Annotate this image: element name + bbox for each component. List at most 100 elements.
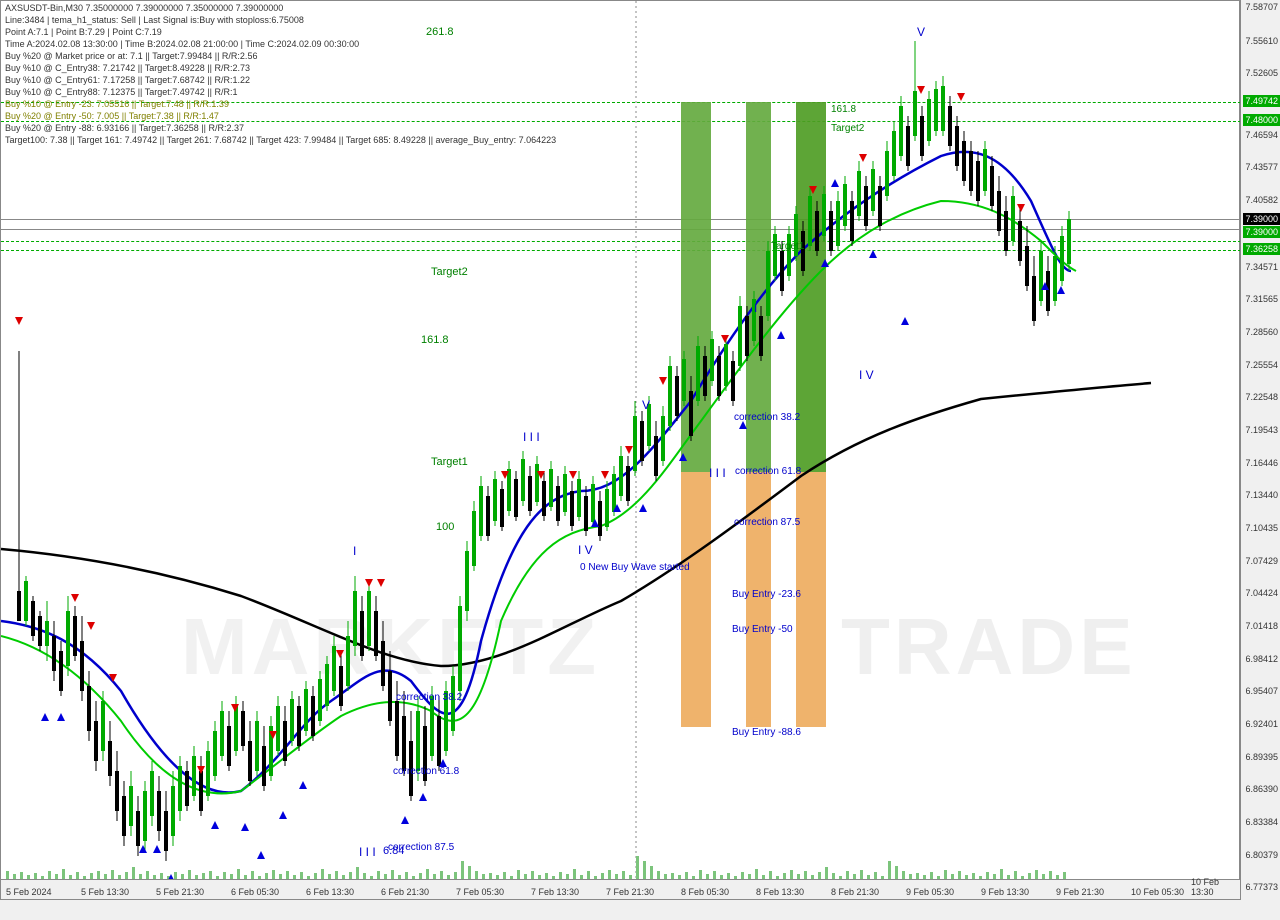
up-arrow-icon (679, 453, 687, 461)
fib-label: 161.8 (421, 334, 449, 346)
y-tick: 6.77373 (1245, 882, 1278, 892)
up-arrow-icon (901, 317, 909, 325)
wave-label: I I I (709, 466, 726, 480)
up-arrow-icon (57, 713, 65, 721)
y-tick: 7.55610 (1245, 36, 1278, 46)
up-arrow-icon (211, 821, 219, 829)
down-arrow-icon (501, 471, 509, 479)
y-tick: 7.16446 (1245, 458, 1278, 468)
info-line: Time A:2024.02.08 13:30:00 | Time B:2024… (5, 39, 359, 49)
down-arrow-icon (569, 471, 577, 479)
wave-label: I V (859, 368, 874, 382)
down-arrow-icon (601, 471, 609, 479)
x-tick: 7 Feb 13:30 (531, 887, 579, 897)
wave-label: I I I (523, 430, 540, 444)
up-arrow-icon (419, 793, 427, 801)
x-tick: 6 Feb 21:30 (381, 887, 429, 897)
up-arrow-icon (153, 845, 161, 853)
y-tick: 7.25554 (1245, 360, 1278, 370)
up-arrow-icon (639, 504, 647, 512)
chart-title: AXSUSDT-Bin,M30 7.35000000 7.39000000 7.… (5, 3, 283, 13)
info-line: Target100: 7.38 || Target 161: 7.49742 |… (5, 135, 556, 145)
volume-bars (6, 856, 1066, 881)
info-line: Buy %10 @ C_Entry38: 7.21742 || Target:8… (5, 63, 250, 73)
y-tick: 7.19543 (1245, 425, 1278, 435)
up-arrow-icon (777, 331, 785, 339)
entry-label: Buy Entry -23.6 (732, 589, 801, 600)
y-tick: 7.10435 (1245, 523, 1278, 533)
info-line: Buy %20 @ Entry -88: 6.93166 || Target:7… (5, 123, 244, 133)
correction-label: correction 87.5 (734, 517, 800, 528)
wave-label: I (754, 301, 757, 315)
x-tick: 10 Feb 13:30 (1191, 877, 1241, 897)
y-tick: 7.13440 (1245, 490, 1278, 500)
fib-label: Target1 (431, 456, 468, 468)
up-arrow-icon (739, 421, 747, 429)
down-arrow-icon (197, 766, 205, 774)
y-tick: 6.92401 (1245, 719, 1278, 729)
up-arrow-icon (257, 851, 265, 859)
correction-label: correction 38.2 (396, 692, 462, 703)
wave-label: I (353, 544, 356, 558)
down-arrow-icon (659, 377, 667, 385)
up-arrow-icon (241, 823, 249, 831)
x-tick: 5 Feb 13:30 (81, 887, 129, 897)
up-arrow-icon (139, 845, 147, 853)
wave-label: V (917, 25, 925, 39)
up-arrow-icon (1057, 286, 1065, 294)
x-tick: 6 Feb 05:30 (231, 887, 279, 897)
info-line: Line:3484 | tema_h1_status: Sell | Last … (5, 15, 304, 25)
ma-slow-line (1, 383, 1151, 666)
correction-label: correction 61.8 (393, 766, 459, 777)
y-axis: 7.58707 7.55610 7.52605 7.49742 7.48000 … (1240, 0, 1280, 900)
x-tick: 8 Feb 21:30 (831, 887, 879, 897)
chart-area[interactable]: MARKETZ TRADE (0, 0, 1240, 900)
price-label: 7.39000 (1243, 226, 1280, 238)
y-tick: 6.86390 (1245, 784, 1278, 794)
y-tick: 6.98412 (1245, 654, 1278, 664)
y-tick: 7.58707 (1245, 2, 1278, 12)
y-tick: 7.52605 (1245, 68, 1278, 78)
x-tick: 10 Feb 05:30 (1131, 887, 1184, 897)
info-line: Buy %10 @ C_Entry88: 7.12375 || Target:7… (5, 87, 237, 97)
x-tick: 8 Feb 13:30 (756, 887, 804, 897)
down-arrow-icon (71, 594, 79, 602)
y-tick: 7.43577 (1245, 162, 1278, 172)
y-tick: 7.40582 (1245, 195, 1278, 205)
down-arrow-icon (231, 704, 239, 712)
down-arrow-icon (365, 579, 373, 587)
down-arrow-icon (15, 317, 23, 325)
y-tick: 6.95407 (1245, 686, 1278, 696)
y-tick: 7.46594 (1245, 130, 1278, 140)
up-arrow-icon (869, 250, 877, 258)
down-arrow-icon (87, 622, 95, 630)
x-axis: 5 Feb 2024 5 Feb 13:30 5 Feb 21:30 6 Feb… (1, 879, 1241, 899)
fib-label: 100 (436, 521, 454, 533)
wave-label: I I I (359, 845, 376, 859)
x-tick: 5 Feb 21:30 (156, 887, 204, 897)
y-tick: 6.89395 (1245, 752, 1278, 762)
x-tick: 6 Feb 13:30 (306, 887, 354, 897)
y-tick: 7.22548 (1245, 392, 1278, 402)
up-arrow-icon (613, 504, 621, 512)
up-arrow-icon (439, 759, 447, 767)
up-arrow-icon (831, 179, 839, 187)
down-arrow-icon (377, 579, 385, 587)
x-tick: 9 Feb 21:30 (1056, 887, 1104, 897)
y-tick: 6.83384 (1245, 817, 1278, 827)
y-tick: 7.34571 (1245, 262, 1278, 272)
y-tick: 6.80379 (1245, 850, 1278, 860)
fib-label: 261.8 (426, 26, 454, 38)
up-arrow-icon (299, 781, 307, 789)
up-arrow-icon (279, 811, 287, 819)
y-tick: 7.07429 (1245, 556, 1278, 566)
x-tick: 8 Feb 05:30 (681, 887, 729, 897)
zone-label: 161.8 (831, 104, 856, 115)
y-tick: 7.04424 (1245, 588, 1278, 598)
down-arrow-icon (957, 93, 965, 101)
info-line: Point A:7.1 | Point B:7.29 | Point C:7.1… (5, 27, 162, 37)
down-arrow-icon (859, 154, 867, 162)
down-arrow-icon (269, 731, 277, 739)
up-arrow-icon (821, 259, 829, 267)
y-tick: 7.28560 (1245, 327, 1278, 337)
